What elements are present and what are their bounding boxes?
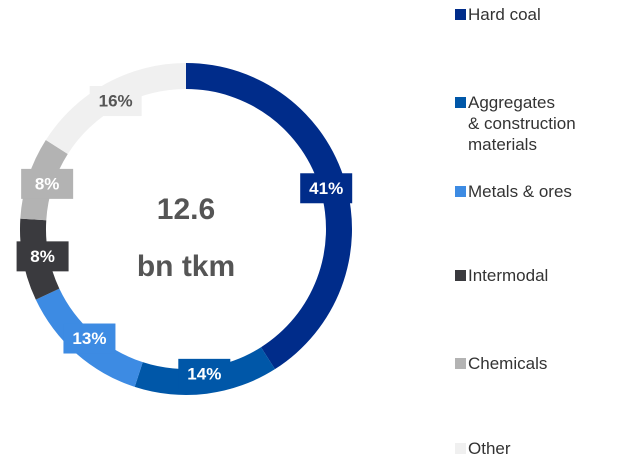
center-value: 12.6 <box>157 193 215 226</box>
value-label: 8% <box>30 247 55 266</box>
legend-swatch <box>455 358 466 369</box>
legend-label: Intermodal <box>468 266 549 285</box>
legend-label: Chemicals <box>468 354 548 373</box>
value-label-box <box>89 86 142 117</box>
legend-item: Aggregates & construction materials <box>455 92 576 155</box>
legend-item: Other <box>455 438 511 459</box>
value-label: 8% <box>35 174 60 193</box>
legend-label: Aggregates & construction materials <box>468 93 576 154</box>
legend-swatch <box>455 97 466 108</box>
legend-item: Metals & ores <box>455 181 572 202</box>
value-label: 13% <box>72 329 106 348</box>
legend-label: Hard coal <box>468 5 541 24</box>
legend-label: Metals & ores <box>468 182 572 201</box>
value-label-box <box>178 358 231 389</box>
legend-swatch <box>455 9 466 20</box>
legend-item: Chemicals <box>455 353 547 374</box>
center-unit: bn tkm <box>137 250 235 283</box>
legend-swatch <box>455 186 466 197</box>
legend-swatch <box>455 443 466 454</box>
value-label: 16% <box>99 92 133 111</box>
legend-label: Other <box>468 439 511 458</box>
legend-swatch <box>455 270 466 281</box>
value-label: 41% <box>309 179 343 198</box>
value-label-box <box>300 173 353 204</box>
legend-item: Hard coal <box>455 4 541 25</box>
value-label-box <box>63 323 116 354</box>
value-label-box <box>16 241 69 272</box>
value-label-box <box>21 168 74 199</box>
donut-segment <box>45 63 186 154</box>
value-label: 14% <box>187 364 221 383</box>
legend-item: Intermodal <box>455 265 548 286</box>
donut-segment <box>186 63 352 370</box>
